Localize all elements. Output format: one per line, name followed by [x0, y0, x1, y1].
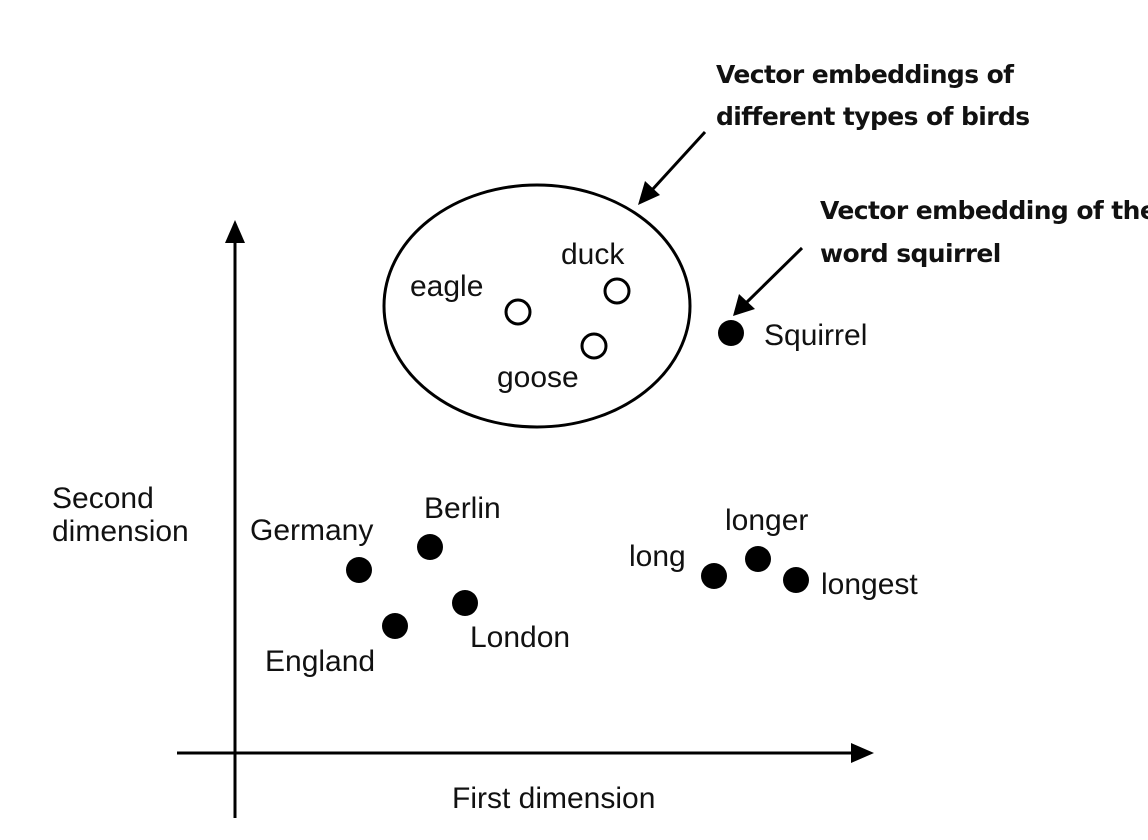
point-longest [783, 567, 809, 593]
label-longer: longer [725, 504, 808, 537]
squirrel-callout-arrowhead [733, 294, 755, 316]
x-axis-label: First dimension [452, 782, 655, 815]
label-england: England [265, 645, 375, 678]
birds-callout-arrow [650, 130, 707, 192]
birds-callout-line2: different types of birds [716, 102, 1030, 131]
point-england [382, 613, 408, 639]
bird-cluster-ellipse [382, 183, 692, 429]
label-london: London [470, 621, 570, 654]
point-goose [580, 332, 608, 360]
point-squirrel [718, 320, 744, 346]
birds-callout-arrowhead [638, 181, 660, 205]
y-axis-arrowhead [225, 220, 245, 243]
label-squirrel: Squirrel [764, 319, 867, 352]
y-axis-label-line2: dimension [52, 515, 189, 548]
label-berlin: Berlin [424, 492, 501, 525]
label-germany: Germany [250, 514, 373, 547]
point-eagle [504, 298, 532, 326]
point-longer [745, 546, 771, 572]
point-duck [603, 277, 631, 305]
label-longest: longest [821, 568, 918, 601]
point-long [701, 563, 727, 589]
label-eagle: eagle [410, 270, 483, 303]
label-goose: goose [497, 361, 579, 394]
birds-callout-line1: Vector embeddings of [716, 60, 1015, 89]
squirrel-callout-arrow [744, 246, 804, 305]
label-duck: duck [561, 238, 625, 271]
x-axis-arrowhead [851, 743, 874, 763]
squirrel-callout-line2: word squirrel [820, 239, 1001, 268]
y-axis-label-line1: Second [52, 482, 154, 515]
point-germany [346, 557, 372, 583]
squirrel-callout-line1: Vector embedding of the [820, 196, 1148, 225]
label-long: long [629, 540, 686, 573]
point-berlin [417, 534, 443, 560]
point-london [452, 590, 478, 616]
